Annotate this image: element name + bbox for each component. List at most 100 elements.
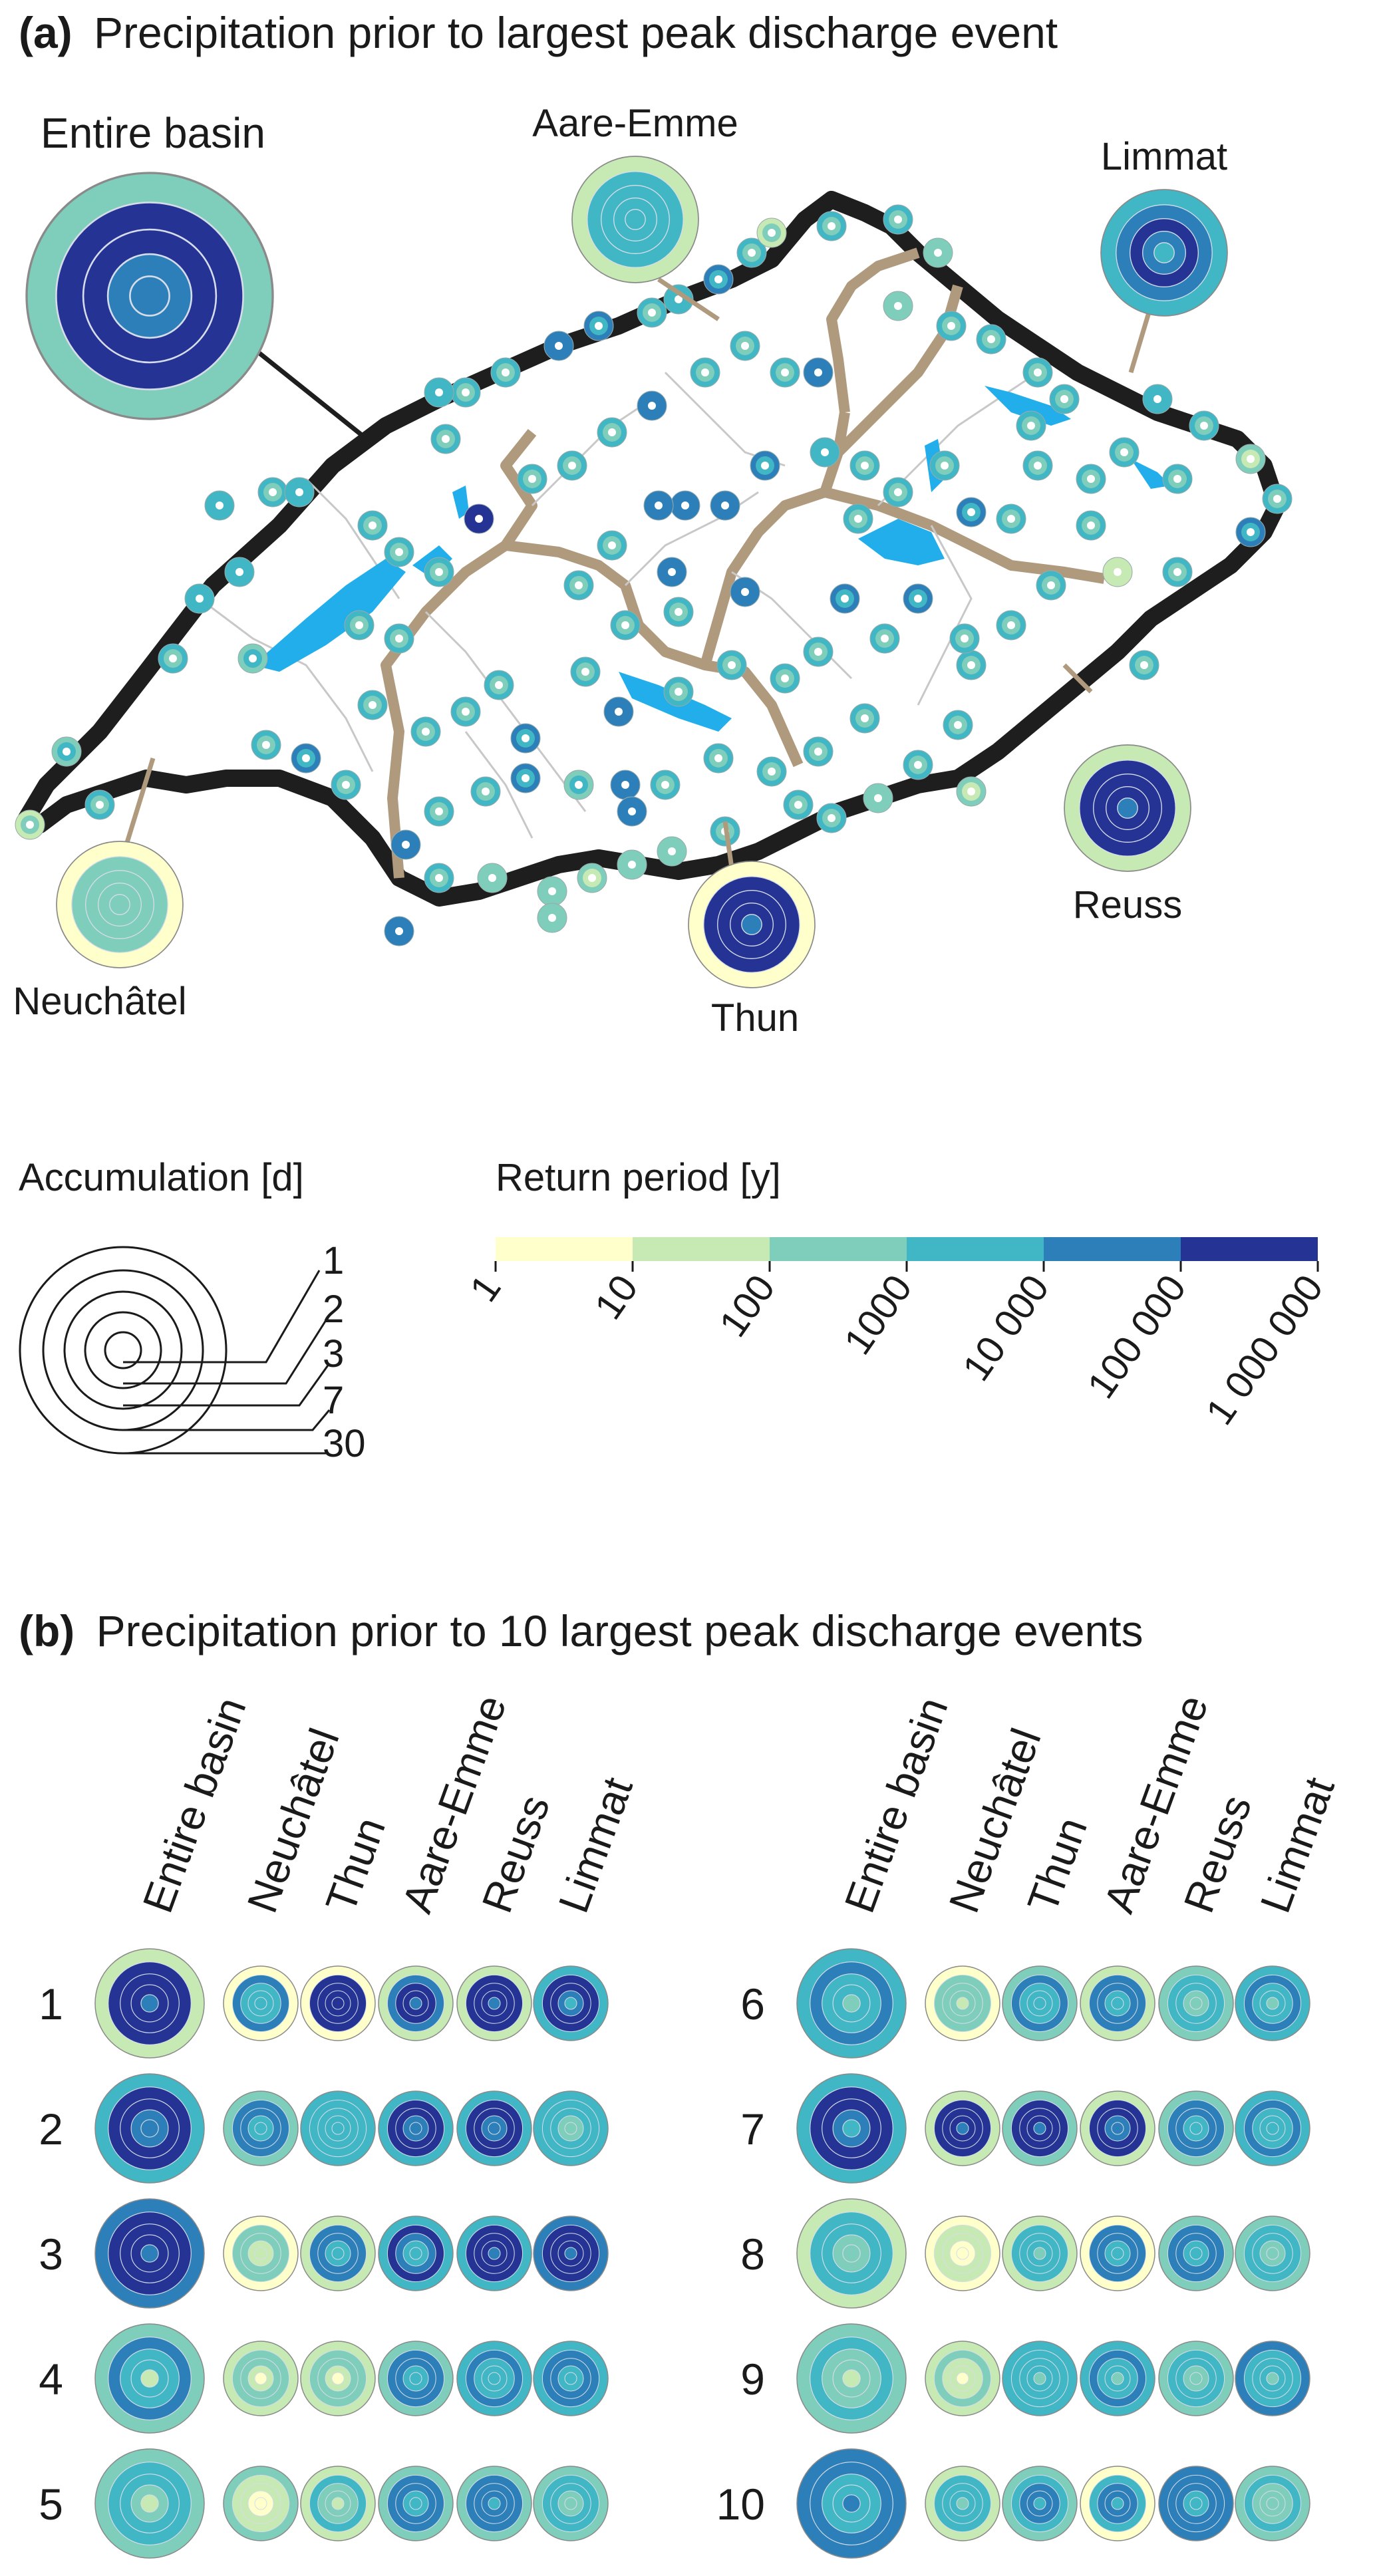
glyph-event-9-reuss xyxy=(1158,2341,1234,2416)
event-row-10: 10 xyxy=(716,2448,1310,2559)
station-marker-ring xyxy=(854,515,862,523)
glyph-event-6-reuss xyxy=(1158,1965,1234,2041)
callout-glyph-reuss-ring-1d xyxy=(1117,797,1138,819)
station-marker xyxy=(291,743,321,774)
glyph-event-2-reuss-ring-1d xyxy=(488,2122,501,2135)
station-marker xyxy=(15,809,45,840)
panel-a-title-text: Precipitation prior to largest peak disc… xyxy=(94,8,1058,57)
glyph-event-6-neuchatel xyxy=(925,1965,1000,2041)
glyph-event-1-reuss xyxy=(456,1965,532,2041)
station-marker-ring xyxy=(355,621,363,629)
glyph-event-7-aare-emme xyxy=(1080,2090,1155,2166)
glyph-event-4-limmat-ring-1d xyxy=(564,2372,577,2385)
accumulation-ring-3d xyxy=(63,1290,183,1410)
basin-map xyxy=(15,191,1293,946)
station-marker-ring xyxy=(668,847,676,855)
station-marker-ring xyxy=(934,249,942,257)
station-marker-ring xyxy=(1034,462,1042,470)
glyph-event-4-aare-emme xyxy=(378,2341,454,2416)
station-marker xyxy=(1129,650,1159,680)
glyph-event-3-neuchatel xyxy=(223,2216,299,2291)
station-marker-ring xyxy=(235,568,243,576)
callout-glyph-entire-basin-ring-1d xyxy=(129,275,170,317)
station-marker-ring xyxy=(522,774,530,782)
accumulation-legend: Accumulation [d] 1 2 3 7 30 xyxy=(19,1156,366,1465)
station-marker-ring xyxy=(395,927,403,935)
glyph-event-2-thun xyxy=(300,2090,376,2166)
station-marker-ring xyxy=(1120,448,1128,456)
glyph-event-2-aare-emme-ring-1d xyxy=(409,2122,422,2135)
glyph-event-8-thun-ring-1d xyxy=(1033,2247,1046,2260)
glyph-event-1-entire-basin xyxy=(94,1948,205,2059)
glyph-event-7-entire-basin xyxy=(796,2073,907,2184)
glyph-event-8-aare-emme-ring-1d xyxy=(1111,2247,1124,2260)
accumulation-label-7d: 7 xyxy=(323,1379,344,1422)
station-marker-ring xyxy=(648,402,656,410)
glyph-event-10-limmat xyxy=(1235,2466,1310,2541)
glyph-event-6-limmat-ring-1d xyxy=(1266,1997,1279,2010)
station-marker xyxy=(224,557,255,587)
glyph-event-2-neuchatel-ring-1d xyxy=(254,2122,267,2135)
glyph-event-9-entire-basin-ring-1d xyxy=(842,2369,861,2388)
station-marker xyxy=(464,503,494,534)
station-marker xyxy=(424,377,454,408)
station-marker-ring xyxy=(216,501,224,509)
glyph-event-7-reuss xyxy=(1158,2090,1234,2166)
glyph-event-8-neuchatel xyxy=(925,2216,1000,2291)
panel-b-letter: (b) xyxy=(19,1606,75,1655)
station-marker-ring xyxy=(768,768,776,776)
glyph-event-8-reuss-ring-1d xyxy=(1189,2247,1203,2260)
accumulation-leader-2d xyxy=(123,1320,327,1385)
station-marker-ring xyxy=(781,674,789,682)
glyph-event-2-aare-emme xyxy=(378,2090,454,2166)
station-markers xyxy=(15,204,1293,946)
glyph-event-5-thun-ring-1d xyxy=(331,2497,345,2510)
glyph-event-1-neuchatel-ring-1d xyxy=(254,1997,267,2010)
glyph-event-5-aare-emme xyxy=(378,2466,454,2541)
glyph-event-3-reuss xyxy=(456,2216,532,2291)
station-marker-ring xyxy=(442,435,450,443)
station-marker xyxy=(597,530,627,561)
glyph-event-9-limmat-ring-1d xyxy=(1266,2372,1279,2385)
station-marker-ring xyxy=(1247,528,1255,536)
station-marker-ring xyxy=(748,249,756,257)
column-header-entire-basin: Entire basin xyxy=(133,1691,255,1919)
station-marker xyxy=(384,916,414,946)
station-marker xyxy=(750,450,780,481)
glyph-event-3-entire-basin-ring-1d xyxy=(140,2244,159,2263)
leader-entire-basin xyxy=(244,341,365,438)
station-marker-ring xyxy=(1247,455,1255,463)
accumulation-label-30d: 30 xyxy=(323,1422,366,1465)
colorbar-bin-6 xyxy=(1181,1237,1318,1261)
callout-label-reuss: Reuss xyxy=(1073,883,1182,927)
station-marker xyxy=(617,796,647,827)
panel-b-grid: 1 2 3 4 5 6 7 8 9 10 xyxy=(39,1948,1310,2559)
station-marker xyxy=(84,789,115,820)
station-marker xyxy=(1235,517,1266,547)
station-marker xyxy=(510,723,541,754)
glyph-event-5-aare-emme-ring-1d xyxy=(409,2497,422,2510)
station-marker-ring xyxy=(874,794,882,802)
station-marker xyxy=(923,237,953,268)
station-marker xyxy=(237,643,268,674)
glyph-event-8-thun xyxy=(1002,2216,1078,2291)
station-marker-ring xyxy=(555,342,563,350)
station-marker-ring xyxy=(1027,422,1035,430)
station-marker xyxy=(1262,484,1293,514)
station-marker-ring xyxy=(894,302,902,310)
station-marker xyxy=(517,464,547,494)
station-marker xyxy=(849,703,880,734)
event-rank-label: 1 xyxy=(39,1979,63,2029)
callout-glyph-neuchatel-ring-1d xyxy=(109,894,130,915)
panel-b-column-headers-left: Entire basin Neuchâtel Thun Aare-Emme Re… xyxy=(133,1689,641,1918)
colorbar-bin-1 xyxy=(496,1237,633,1261)
station-marker xyxy=(1076,510,1106,541)
colorbar-bin-5 xyxy=(1044,1237,1181,1261)
station-marker xyxy=(1235,444,1266,474)
glyph-event-9-entire-basin xyxy=(796,2323,907,2434)
panel-b-title-text: Precipitation prior to 10 largest peak d… xyxy=(96,1606,1144,1655)
glyph-event-3-limmat-ring-1d xyxy=(564,2247,577,2260)
station-marker-ring xyxy=(475,515,483,523)
glyph-event-10-thun-ring-1d xyxy=(1033,2497,1046,2510)
station-marker xyxy=(843,503,873,534)
